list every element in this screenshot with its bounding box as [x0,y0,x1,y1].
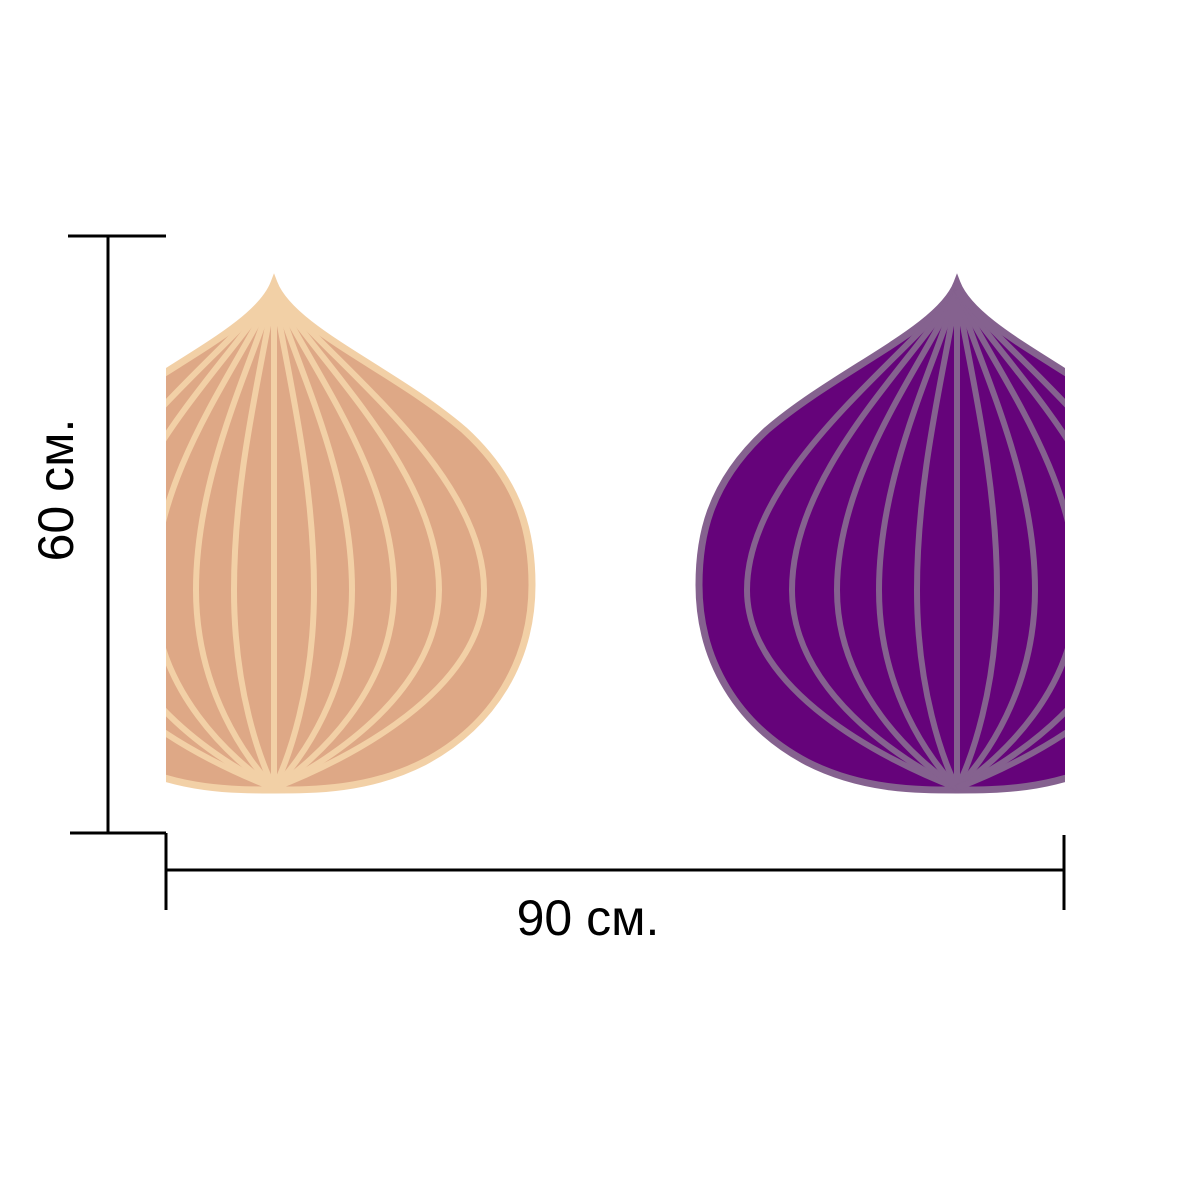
onion-vein-line [954,288,1065,791]
onion-vein-line [271,289,318,790]
onion-vein-line [833,288,960,791]
onion-vein-line [271,288,488,791]
onion-vein-line [271,288,398,791]
width-dimension [164,833,1066,910]
onion-vein-line [230,289,277,790]
yellow-onion-icon [166,283,532,791]
onion-vein-line [271,289,356,791]
onion-vein-line [954,288,1065,791]
onion-vein-line [875,289,960,791]
onion-vein-line [954,289,1039,791]
onion-vein-line [271,288,443,791]
onion-vein-line [166,288,277,791]
onion-vein-line [788,288,960,791]
onion-vein-line [192,289,277,791]
width-label: 90 см. [517,890,660,946]
onion-vein-line [166,288,277,791]
artwork-panel [166,283,1065,791]
height-label: 60 см. [28,419,84,562]
onion-vein-line [913,289,960,790]
onion-vein-line [954,289,1001,790]
red-onion-icon [699,283,1065,791]
onion-vein-line [166,288,277,791]
onion-vein-line [954,288,1065,791]
onion-vein-line [743,288,960,791]
height-dimension [68,234,166,835]
